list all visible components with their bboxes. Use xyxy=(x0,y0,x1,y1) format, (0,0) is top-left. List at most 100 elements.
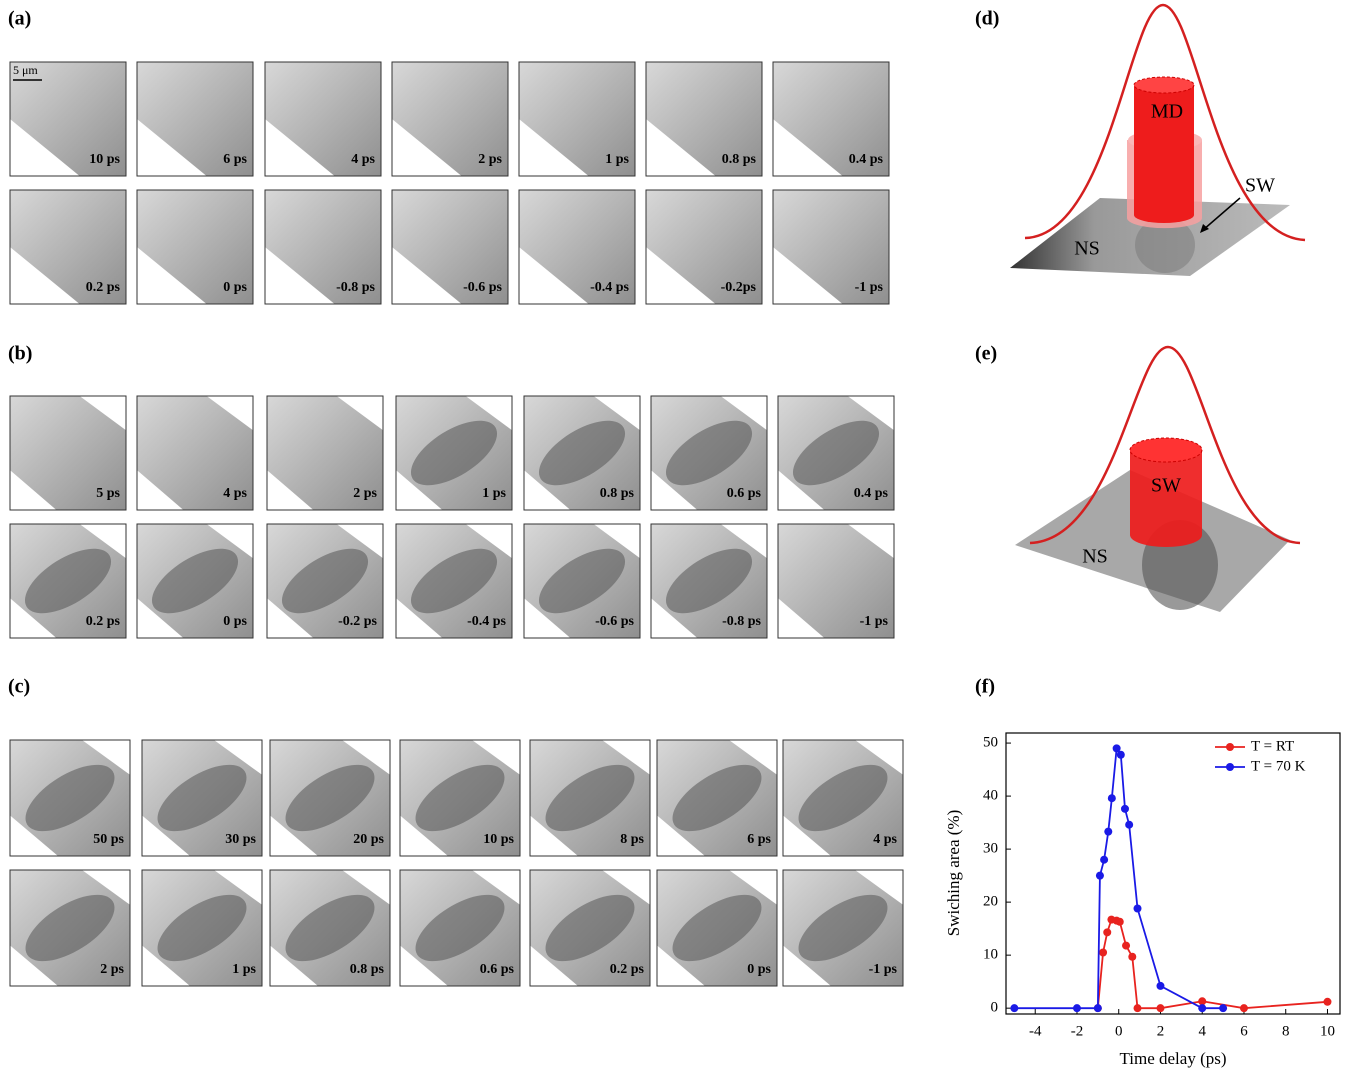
image-tile: 4 ps xyxy=(265,62,381,176)
image-tile: -0.6 ps xyxy=(524,524,640,638)
frame-label: -0.8 ps xyxy=(336,280,375,295)
x-tick-label: -2 xyxy=(1071,1023,1084,1039)
data-point xyxy=(1198,1004,1206,1012)
frame-label: 6 ps xyxy=(223,152,247,167)
y-axis-label: Swiching area (%) xyxy=(944,810,963,937)
frame-label: 50 ps xyxy=(93,832,124,847)
frame-label: 30 ps xyxy=(225,832,256,847)
image-tile: 1 ps xyxy=(519,62,635,176)
panel-label: (c) xyxy=(8,676,30,698)
image-tile: 0 ps xyxy=(137,190,253,304)
frame-label: 1 ps xyxy=(482,486,506,501)
diagram-text: SW xyxy=(1245,175,1275,197)
diagram-text: MD xyxy=(1151,101,1183,123)
frame-label: -0.2ps xyxy=(721,280,757,295)
frame-label: 5 ps xyxy=(96,486,120,501)
data-point xyxy=(1121,805,1129,813)
data-point xyxy=(1323,998,1331,1006)
data-point xyxy=(1134,1004,1142,1012)
legend-marker xyxy=(1226,743,1234,751)
frame-label: 20 ps xyxy=(353,832,384,847)
data-point xyxy=(1219,1004,1227,1012)
panel-label: (f) xyxy=(975,676,995,698)
image-tile: -0.2 ps xyxy=(267,524,383,638)
data-point xyxy=(1094,1004,1102,1012)
frame-label: 8 ps xyxy=(620,832,644,847)
data-point xyxy=(1103,928,1111,936)
diagram-text: NS xyxy=(1082,546,1108,568)
panel-label: (a) xyxy=(8,8,31,30)
image-tile: 5 ps xyxy=(10,396,126,510)
y-tick-label: 50 xyxy=(983,735,998,751)
data-point xyxy=(1099,948,1107,956)
frame-label: 0.8 ps xyxy=(722,152,757,167)
diagram-e: SW NS xyxy=(1015,347,1300,612)
image-tile: 2 ps xyxy=(392,62,508,176)
x-tick-label: 0 xyxy=(1115,1023,1123,1039)
image-tile: 8 ps xyxy=(530,740,650,856)
frame-label: 0 ps xyxy=(223,280,247,295)
data-point xyxy=(1122,942,1130,950)
frame-label: 6 ps xyxy=(747,832,771,847)
x-tick-label: 4 xyxy=(1198,1023,1206,1039)
diagram-text: SW xyxy=(1151,475,1181,497)
legend-marker xyxy=(1226,763,1234,771)
legend-label: T = RT xyxy=(1251,738,1294,754)
series-line xyxy=(1098,920,1328,1009)
data-point xyxy=(1108,794,1116,802)
image-tile: 0.8 ps xyxy=(646,62,762,176)
image-tile: 0 ps xyxy=(657,870,777,986)
frame-label: 0.8 ps xyxy=(350,962,385,977)
image-tile: -0.4 ps xyxy=(396,524,512,638)
image-tile: 4 ps xyxy=(783,740,903,856)
data-point xyxy=(1156,982,1164,990)
frame-label: -0.8 ps xyxy=(722,614,761,629)
image-tile: 0.6 ps xyxy=(400,870,520,986)
y-tick-label: 0 xyxy=(991,1000,999,1016)
data-point xyxy=(1240,1004,1248,1012)
data-point xyxy=(1104,828,1112,836)
scale-bar-label: 5 μm xyxy=(13,63,38,77)
image-tile: 10 ps xyxy=(400,740,520,856)
panel-label: (d) xyxy=(975,8,999,30)
data-point xyxy=(1134,904,1142,912)
data-point xyxy=(1198,997,1206,1005)
frame-label: -0.4 ps xyxy=(590,280,629,295)
image-tile: -1 ps xyxy=(783,870,903,986)
frame-label: 0.2 ps xyxy=(86,280,121,295)
frame-label: -1 ps xyxy=(855,280,884,295)
image-tile: -0.6 ps xyxy=(392,190,508,304)
frame-label: 4 ps xyxy=(223,486,247,501)
frame-label: 10 ps xyxy=(483,832,514,847)
frame-label: 0.8 ps xyxy=(600,486,635,501)
series-line xyxy=(1014,748,1223,1008)
frame-label: 0 ps xyxy=(747,962,771,977)
image-tile: 1 ps xyxy=(396,396,512,510)
frame-label: 4 ps xyxy=(351,152,375,167)
image-tile: 2 ps xyxy=(267,396,383,510)
frame-label: 1 ps xyxy=(605,152,629,167)
image-tile: 6 ps xyxy=(137,62,253,176)
image-tile: 20 ps xyxy=(270,740,390,856)
data-point xyxy=(1116,918,1124,926)
frame-label: 2 ps xyxy=(353,486,377,501)
frame-label: -1 ps xyxy=(869,962,898,977)
plot-frame xyxy=(1006,733,1340,1014)
image-tile: 0.2 ps xyxy=(10,190,126,304)
image-tile: 4 ps xyxy=(137,396,253,510)
image-tile: 6 ps xyxy=(657,740,777,856)
image-tile: 0 ps xyxy=(137,524,253,638)
page: {"panels": { "a": {"label": "(a)", "scal… xyxy=(0,0,1365,1082)
sw-top xyxy=(1130,438,1202,462)
image-tile: 0.4 ps xyxy=(778,396,894,510)
data-point xyxy=(1117,751,1125,759)
data-point xyxy=(1096,872,1104,880)
panel-label: (b) xyxy=(8,343,32,365)
sw-cylinder xyxy=(1130,450,1202,547)
frame-label: -1 ps xyxy=(860,614,889,629)
frame-label: 0.4 ps xyxy=(849,152,884,167)
image-tile: 0.8 ps xyxy=(524,396,640,510)
frame-label: -0.2 ps xyxy=(338,614,377,629)
data-point xyxy=(1156,1004,1164,1012)
x-tick-label: 6 xyxy=(1240,1023,1248,1039)
